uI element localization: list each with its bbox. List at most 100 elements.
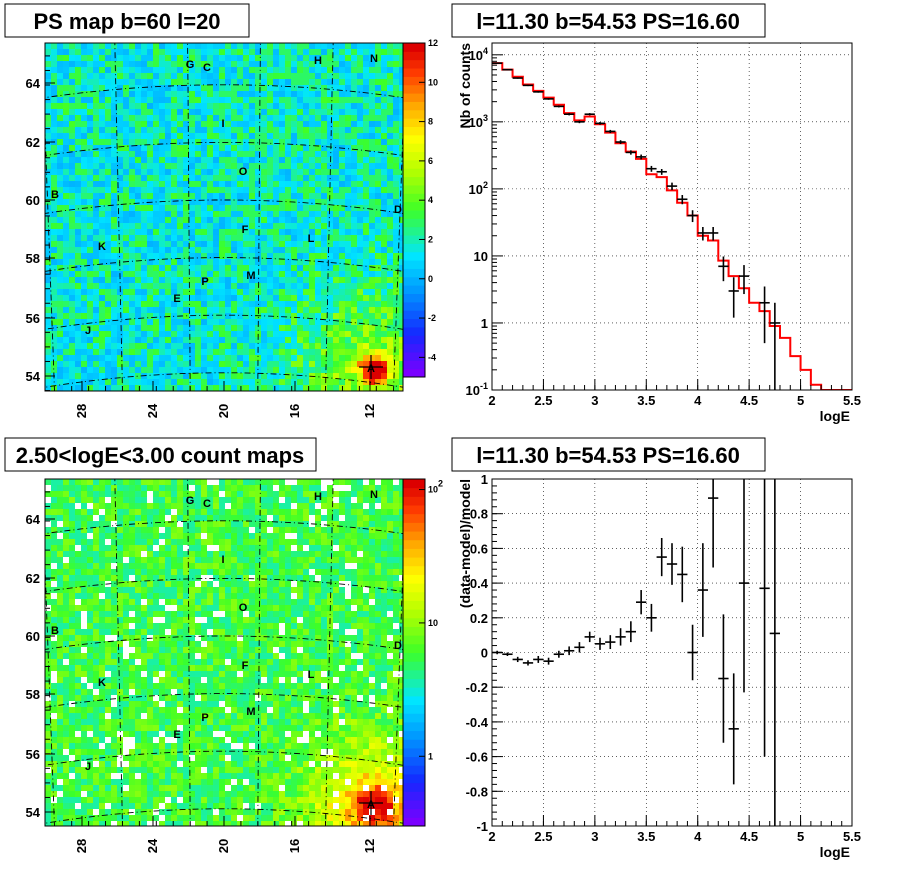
- source-label: F: [242, 660, 249, 672]
- source-label: C: [203, 62, 211, 74]
- colorbar-tick-label: 0: [428, 274, 433, 284]
- data-point: [502, 68, 513, 71]
- data-point: [666, 543, 678, 585]
- data-point: [759, 286, 770, 344]
- spectrum-data-series: [492, 62, 780, 390]
- y-tick-label: 0.4: [470, 576, 489, 591]
- data-point: [697, 227, 708, 241]
- data-point: [543, 657, 554, 665]
- y-tick-label: 60: [26, 629, 40, 644]
- y-tick-label: 0.8: [470, 507, 488, 522]
- ps-map-cells: [45, 43, 403, 391]
- data-point: [512, 656, 523, 663]
- residuals-xlabel: logE: [820, 844, 850, 860]
- data-point: [584, 631, 595, 643]
- x-tick-label: 2: [488, 393, 495, 408]
- colorbar-tick-label: 4: [428, 195, 433, 205]
- y-tick-label: -0.4: [466, 715, 489, 730]
- source-label: H: [314, 55, 322, 67]
- ps-map-title: PS map b=60 l=20: [33, 9, 220, 34]
- x-tick-label: 4: [694, 829, 702, 844]
- y-tick-label: 60: [26, 193, 40, 208]
- spectrum-grid: [491, 43, 853, 391]
- colorbar-tick-label: -4: [428, 352, 436, 362]
- y-tick-label: 56: [26, 747, 40, 762]
- source-label: O: [239, 602, 248, 614]
- source-label: L: [308, 233, 315, 245]
- y-tick-label: 64: [26, 76, 41, 91]
- colorbar-tick-label: 10: [428, 77, 438, 87]
- x-tick-label: 3.5: [637, 829, 655, 844]
- source-label: B: [51, 189, 59, 201]
- y-tick-label: 54: [26, 369, 41, 384]
- data-point: [738, 479, 750, 693]
- source-label: B: [51, 625, 59, 637]
- y-tick-label: 0.2: [470, 611, 488, 626]
- x-tick-label: 3: [591, 829, 598, 844]
- source-label: H: [314, 491, 322, 503]
- y-tick-label: 1: [481, 316, 488, 331]
- y-tick-label: -0.8: [466, 784, 488, 799]
- data-point: [697, 543, 708, 637]
- data-point: [636, 154, 647, 160]
- data-point: [615, 140, 626, 144]
- data-point: [718, 614, 729, 743]
- data-point: [502, 652, 513, 656]
- data-point: [656, 168, 667, 175]
- source-label: I: [221, 554, 224, 566]
- data-point: [666, 182, 678, 191]
- count-map-cells: [45, 479, 403, 826]
- data-point: [728, 277, 739, 318]
- source-label: N: [370, 489, 378, 501]
- source-label: M: [246, 270, 255, 282]
- y-tick-label: 54: [26, 805, 41, 820]
- y-tick-label: 102: [469, 180, 488, 197]
- residuals-ylabel: (data-model)/model: [457, 479, 473, 608]
- x-tick-label: 16: [287, 404, 302, 418]
- x-tick-label: 4.5: [740, 829, 758, 844]
- data-point: [564, 646, 575, 656]
- data-point: [492, 62, 503, 64]
- colorbar-tick-label: 102: [428, 479, 443, 495]
- residuals-data-series: [492, 479, 780, 826]
- residuals-panel: 2 2.5 3 3.5 4 4.5 5 5.5 -1 -0.8 -0.6 -0.4 -0.2 0 0.2 0.…: [451, 437, 861, 860]
- x-tick-label: 20: [216, 839, 231, 853]
- data-point: [687, 624, 698, 681]
- data-point: [564, 113, 575, 116]
- data-point: [677, 195, 688, 205]
- source-label: P: [201, 712, 208, 724]
- x-tick-label: 28: [74, 839, 89, 853]
- data-point: [522, 84, 534, 87]
- data-point: [522, 660, 534, 666]
- x-tick-label: 12: [362, 839, 377, 853]
- colorbar-tick-label: 8: [428, 117, 433, 127]
- source-label: E: [173, 729, 180, 741]
- data-point: [738, 265, 750, 295]
- x-tick-label: 20: [216, 404, 231, 418]
- data-point: [625, 150, 636, 155]
- source-label: E: [173, 293, 180, 305]
- source-label: I: [221, 118, 224, 130]
- y-tick-label: 0: [481, 646, 488, 661]
- x-tick-label: 16: [287, 839, 302, 853]
- ps-map-colorbar: -4 -2 0 2 4 6 8 10 12: [402, 38, 438, 378]
- spectrum-title: l=11.30 b=54.53 PS=16.60: [476, 9, 740, 34]
- data-point: [636, 590, 647, 615]
- colorbar-tick-label: 10: [428, 618, 438, 628]
- x-tick-label: 2.5: [534, 393, 552, 408]
- data-point: [625, 621, 636, 643]
- residuals-title-box: [451, 437, 766, 472]
- data-point: [605, 635, 616, 650]
- x-tick-label: 4.5: [740, 393, 758, 408]
- residuals-grid: [491, 478, 853, 827]
- ps-map-coord-grid: [45, 43, 403, 391]
- data-point: [769, 479, 780, 826]
- source-label: N: [370, 53, 378, 65]
- source-label: K: [98, 677, 106, 689]
- data-point: [615, 628, 626, 646]
- colorbar-tick-label: 6: [428, 156, 433, 166]
- source-label: A: [367, 363, 375, 375]
- x-tick-label: 2: [488, 829, 495, 844]
- data-point: [646, 603, 657, 632]
